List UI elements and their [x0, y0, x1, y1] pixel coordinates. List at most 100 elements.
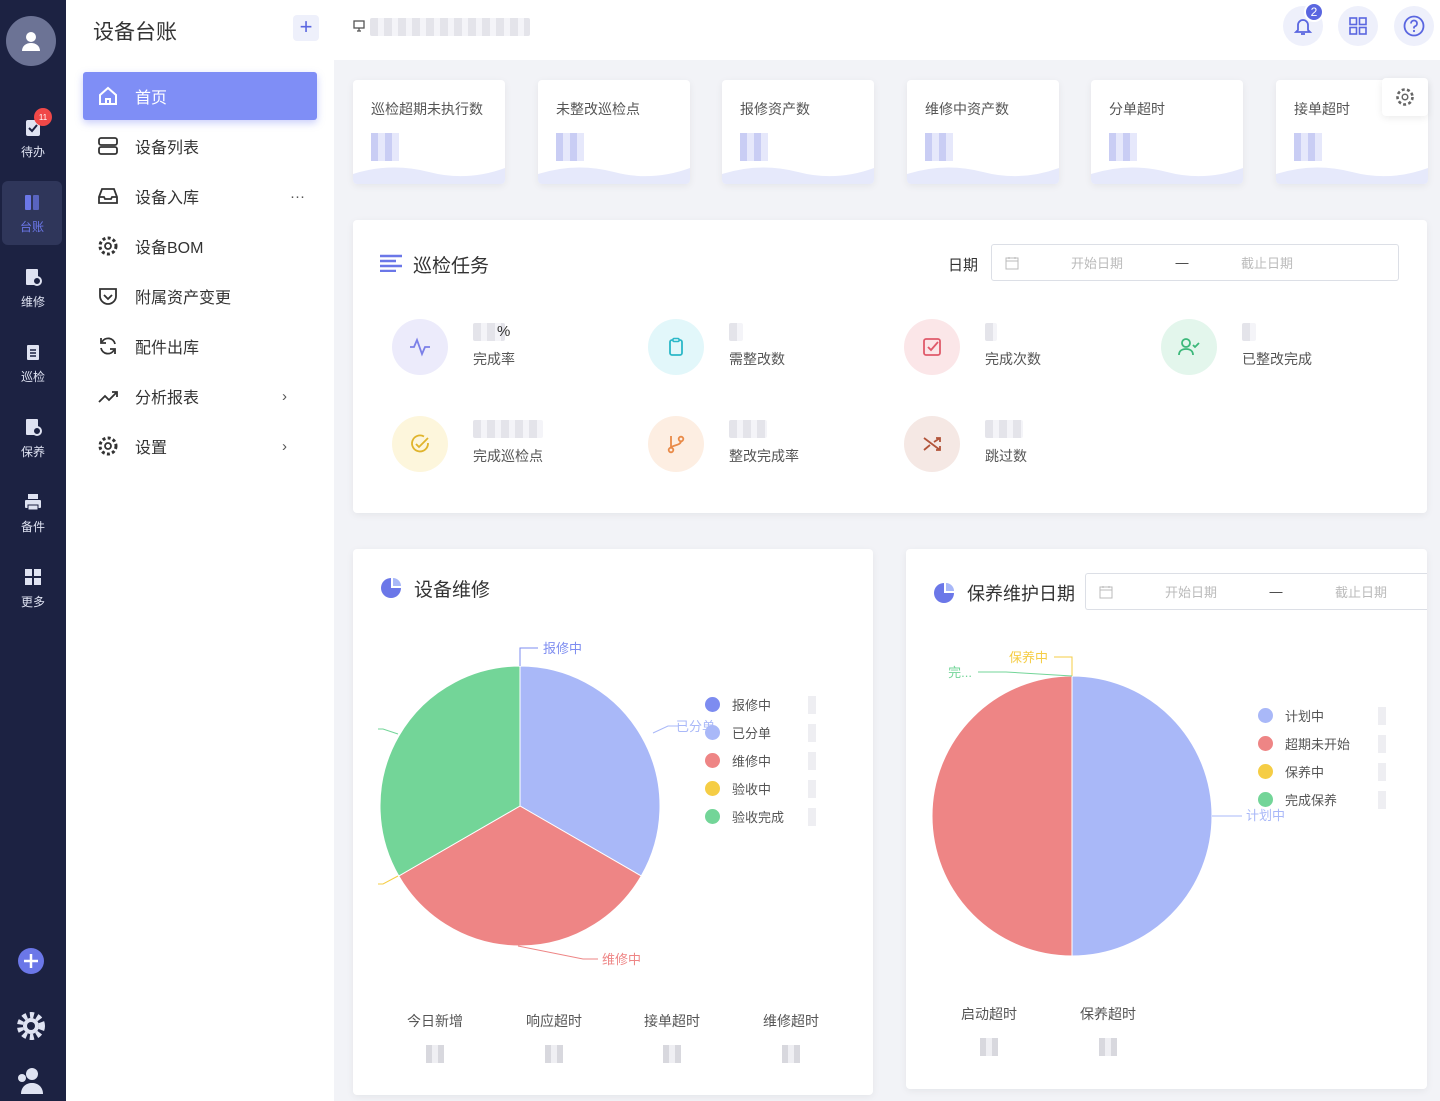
sidebar-item-asset-change[interactable]: 附属资产变更: [83, 272, 317, 320]
end-date-input[interactable]: 截止日期: [1334, 585, 1387, 600]
kpi-rectification-rate[interactable]: 整改完成率: [648, 416, 848, 476]
printer-icon: [25, 493, 41, 510]
card-settings-button[interactable]: [1382, 78, 1428, 116]
date-separator: —: [1175, 255, 1189, 270]
rail-item-inspection[interactable]: 巡检: [0, 331, 66, 395]
stat-value-redacted: [556, 133, 584, 161]
sidebar-item-settings[interactable]: 设置 ›: [83, 422, 317, 470]
start-date-input[interactable]: 开始日期: [1164, 585, 1217, 600]
repair-title: 设备维修: [414, 580, 491, 601]
footer-label: 保养超时: [1080, 1006, 1136, 1022]
check-circle-icon: [411, 434, 429, 453]
rail-item-more[interactable]: 更多: [0, 556, 66, 620]
rail-item-maintenance[interactable]: 保养: [0, 406, 66, 470]
pie-slice[interactable]: [1071, 675, 1213, 957]
date-label: 日期: [948, 257, 979, 274]
legend-label: 计划中: [1285, 709, 1325, 724]
stat-card[interactable]: 巡检超期未执行数: [353, 80, 505, 184]
sidebar-item-device-bom[interactable]: 设备BOM: [83, 222, 317, 270]
sidebar-item-label: 设备BOM: [135, 240, 204, 257]
kpi-label: 完成次数: [985, 351, 1041, 367]
more-icon[interactable]: ···: [290, 187, 305, 205]
stat-label: 维修中资产数: [925, 101, 1009, 117]
rail-item-repair[interactable]: 维修: [0, 256, 66, 320]
kpi-completion-rate[interactable]: % 完成率: [392, 319, 592, 379]
kpi-completed-points[interactable]: 完成巡检点: [392, 416, 592, 476]
legend-value-redacted: [1378, 762, 1386, 781]
rail-item-todo[interactable]: 待办: [0, 106, 66, 170]
kpi-skipped[interactable]: 跳过数: [904, 416, 1104, 476]
stat-label: 报修资产数: [740, 101, 810, 117]
server-icon: [98, 137, 118, 155]
stat-card[interactable]: 未整改巡检点: [538, 80, 690, 184]
pie-slice[interactable]: [379, 665, 521, 877]
date-range-picker[interactable]: 开始日期 — 截止日期: [1085, 573, 1427, 610]
kpi-completion-count[interactable]: 完成次数: [904, 319, 1104, 379]
add-button[interactable]: +: [293, 15, 319, 41]
avatar[interactable]: [6, 16, 56, 66]
inbox-icon: [98, 188, 118, 204]
kpi-value-redacted: [729, 420, 767, 438]
kpi-icon-circle: [904, 319, 960, 375]
legend-dot: [1258, 708, 1273, 723]
date-range-picker[interactable]: 开始日期 — 截止日期: [991, 244, 1399, 281]
chevron-right-icon: ›: [282, 387, 287, 405]
maintenance-panel: 保养维护日期 开始日期 — 截止日期 保养中 完... 计划中 计划中 超期未开始 保养…: [906, 549, 1427, 1089]
activity-icon: [410, 337, 430, 357]
legend-item[interactable]: 保养中: [1258, 762, 1386, 781]
inspection-panel: 巡检任务 日期 开始日期 — 截止日期 % 完成率 需整改数 完成次数 已整改完…: [353, 220, 1427, 513]
legend-item[interactable]: 超期未开始: [1258, 734, 1386, 753]
legend-item[interactable]: 维修中: [705, 751, 816, 770]
team-icon[interactable]: [16, 1066, 48, 1096]
kpi-value-redacted: [473, 420, 543, 438]
user-icon: [22, 32, 40, 51]
legend-label: 已分单: [732, 726, 772, 741]
help-button[interactable]: [1394, 6, 1434, 46]
grid-icon: [25, 568, 41, 585]
sidebar-item-reports[interactable]: 分析报表 ›: [83, 372, 317, 420]
stat-card[interactable]: 报修资产数: [722, 80, 874, 184]
settings-icon: [98, 436, 118, 456]
apps-button[interactable]: [1338, 6, 1378, 46]
legend-item[interactable]: 完成保养: [1258, 790, 1386, 809]
pie-slice[interactable]: [931, 675, 1073, 957]
rail-label: 台账: [19, 219, 44, 234]
end-date-input[interactable]: 截止日期: [1240, 256, 1293, 271]
kpi-rectified[interactable]: 已整改完成: [1161, 319, 1361, 379]
stat-value-redacted: [371, 133, 399, 161]
sidebar-item-device-inbound[interactable]: 设备入库 ···: [83, 172, 317, 220]
legend-label: 维修中: [732, 754, 772, 769]
stat-card[interactable]: 分单超时: [1091, 80, 1243, 184]
sidebar-item-home[interactable]: 首页: [83, 72, 317, 120]
rail-label: 备件: [20, 519, 45, 534]
rail-item-ledger[interactable]: 台账: [2, 181, 62, 245]
sidebar: 设备台账 + 首页 设备列表 设备入库 ··· 设备BOM 附属资产变更 配件出…: [66, 0, 334, 1101]
sidebar-item-label: 设备列表: [135, 140, 200, 157]
kpi-icon-circle: [392, 319, 448, 375]
footer-value-redacted: [545, 1045, 563, 1063]
pie-slice[interactable]: [519, 665, 661, 877]
legend-value-redacted: [808, 807, 816, 826]
footer-value-redacted: [1099, 1038, 1117, 1056]
stat-card[interactable]: 维修中资产数: [907, 80, 1059, 184]
rail-item-spare-parts[interactable]: 备件: [0, 481, 66, 545]
wave-decoration: [907, 167, 1059, 184]
sidebar-item-parts-outbound[interactable]: 配件出库: [83, 322, 317, 370]
legend-item[interactable]: 验收中: [705, 779, 816, 798]
legend-dot: [1258, 736, 1273, 751]
legend-dot: [705, 809, 720, 824]
legend-value-redacted: [1378, 706, 1386, 725]
start-date-input[interactable]: 开始日期: [1070, 256, 1123, 271]
legend-item[interactable]: 已分单: [705, 723, 816, 742]
gear-icon[interactable]: [16, 1011, 46, 1041]
legend-item[interactable]: 验收完成: [705, 807, 816, 826]
plus-circle-icon[interactable]: [17, 947, 45, 975]
stat-value-redacted: [925, 133, 953, 161]
legend-item[interactable]: 计划中: [1258, 706, 1386, 725]
kpi-needs-rectification[interactable]: 需整改数: [648, 319, 848, 379]
legend-item[interactable]: 报修中: [705, 695, 816, 714]
legend-dot: [705, 697, 720, 712]
sidebar-item-device-list[interactable]: 设备列表: [83, 122, 317, 170]
